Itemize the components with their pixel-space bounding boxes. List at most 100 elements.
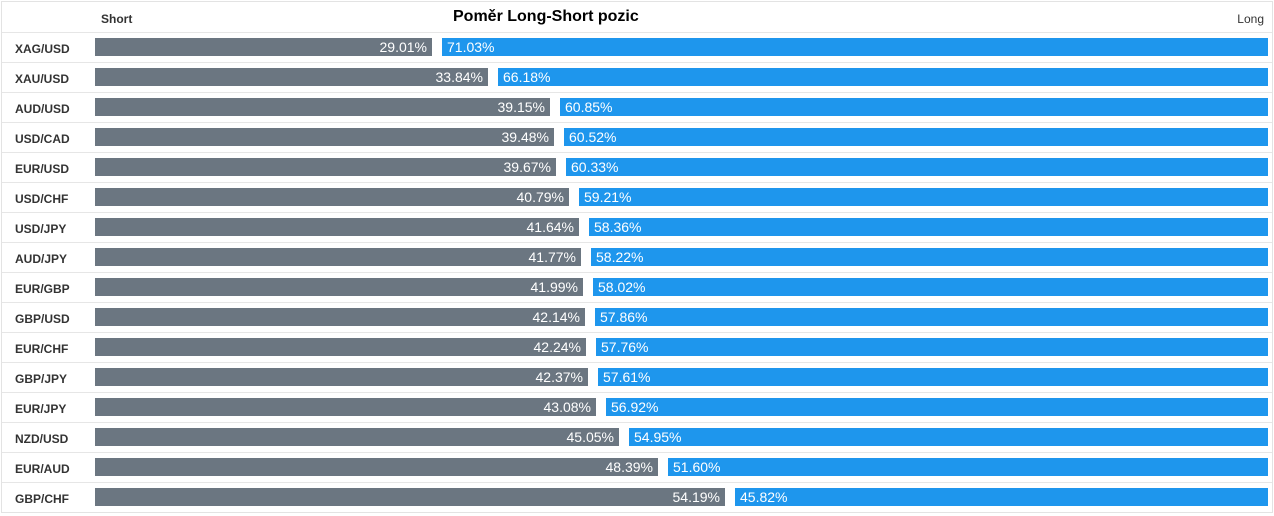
short-value-label: 41.77% [528,249,576,265]
short-value-label: 39.67% [503,159,551,175]
short-bar: 45.05% [95,428,619,446]
chart-rows: XAG/USD 29.01% 71.03% XAU/USD 33.84% 66.18% AU… [2,32,1272,512]
pair-label: USD/CHF [15,192,69,206]
bar-group: 48.39% 51.60% [95,458,1268,476]
pair-label: AUD/JPY [15,252,68,266]
long-bar: 45.82% [735,488,1268,506]
pair-label: EUR/JPY [15,402,67,416]
short-value-label: 48.39% [605,459,653,475]
short-value-label: 40.79% [516,189,564,205]
long-value-label: 57.86% [600,309,648,325]
long-value-label: 56.92% [611,399,659,415]
bar-group: 39.48% 60.52% [95,128,1268,146]
table-row: AUD/JPY 41.77% 58.22% [2,242,1272,272]
long-value-label: 57.61% [603,369,651,385]
pair-label: XAG/USD [15,42,70,56]
table-row: GBP/USD 42.14% 57.86% [2,302,1272,332]
table-row: EUR/AUD 48.39% 51.60% [2,452,1272,482]
long-value-label: 60.85% [565,99,613,115]
long-bar: 51.60% [668,458,1268,476]
table-row: XAU/USD 33.84% 66.18% [2,62,1272,92]
short-value-label: 43.08% [543,399,591,415]
bar-group: 33.84% 66.18% [95,68,1268,86]
short-bar: 43.08% [95,398,596,416]
short-bar: 48.39% [95,458,658,476]
short-value-label: 45.05% [566,429,614,445]
table-row: EUR/JPY 43.08% 56.92% [2,392,1272,422]
bar-group: 42.24% 57.76% [95,338,1268,356]
short-bar: 33.84% [95,68,488,86]
bar-group: 45.05% 54.95% [95,428,1268,446]
pair-label: EUR/GBP [15,282,70,296]
long-bar: 59.21% [579,188,1268,206]
long-bar: 60.85% [560,98,1268,116]
pair-label: GBP/USD [15,312,70,326]
long-value-label: 54.95% [634,429,682,445]
pair-label: AUD/USD [15,102,70,116]
short-value-label: 41.99% [530,279,578,295]
table-row: NZD/USD 45.05% 54.95% [2,422,1272,452]
long-bar: 66.18% [498,68,1268,86]
pair-label: XAU/USD [15,72,70,86]
long-value-label: 71.03% [447,39,495,55]
bar-group: 42.37% 57.61% [95,368,1268,386]
long-bar: 57.61% [598,368,1268,386]
long-bar: 57.76% [596,338,1268,356]
long-bar: 71.03% [442,38,1268,56]
bar-group: 42.14% 57.86% [95,308,1268,326]
long-value-label: 57.76% [601,339,649,355]
table-row: USD/JPY 41.64% 58.36% [2,212,1272,242]
short-value-label: 42.24% [533,339,581,355]
bar-group: 41.99% 58.02% [95,278,1268,296]
table-row: GBP/CHF 54.19% 45.82% [2,482,1272,512]
short-value-label: 39.15% [497,99,545,115]
short-bar: 41.77% [95,248,581,266]
short-bar: 54.19% [95,488,725,506]
bar-group: 29.01% 71.03% [95,38,1268,56]
long-bar: 57.86% [595,308,1268,326]
short-bar: 41.99% [95,278,583,296]
short-bar: 42.24% [95,338,586,356]
long-bar: 60.33% [566,158,1268,176]
pair-label: NZD/USD [15,432,69,446]
pair-label: EUR/USD [15,162,70,176]
table-row: AUD/USD 39.15% 60.85% [2,92,1272,122]
long-bar: 58.36% [589,218,1268,236]
bar-group: 54.19% 45.82% [95,488,1268,506]
short-bar: 39.48% [95,128,554,146]
short-value-label: 33.84% [435,69,483,85]
short-bar: 29.01% [95,38,432,56]
long-bar: 54.95% [629,428,1268,446]
pair-label: GBP/CHF [15,492,69,506]
short-value-label: 42.37% [535,369,583,385]
pair-label: USD/CAD [15,132,70,146]
short-value-label: 39.48% [501,129,549,145]
table-row: GBP/JPY 42.37% 57.61% [2,362,1272,392]
long-value-label: 51.60% [673,459,721,475]
table-row: EUR/GBP 41.99% 58.02% [2,272,1272,302]
short-bar: 40.79% [95,188,569,206]
short-bar: 42.37% [95,368,588,386]
pair-label: GBP/JPY [15,372,68,386]
short-bar: 42.14% [95,308,585,326]
bar-group: 43.08% 56.92% [95,398,1268,416]
long-value-label: 58.22% [596,249,644,265]
pair-label: EUR/AUD [15,462,70,476]
table-row: USD/CAD 39.48% 60.52% [2,122,1272,152]
long-value-label: 59.21% [584,189,632,205]
short-value-label: 29.01% [379,39,427,55]
bar-group: 40.79% 59.21% [95,188,1268,206]
long-value-label: 45.82% [740,489,788,505]
long-bar: 60.52% [564,128,1268,146]
short-value-label: 41.64% [526,219,574,235]
long-value-label: 58.36% [594,219,642,235]
long-bar: 58.22% [591,248,1268,266]
chart-title: Poměr Long-Short pozic [453,8,639,25]
short-legend-label: Short [101,12,133,26]
long-bar: 56.92% [606,398,1268,416]
short-value-label: 54.19% [672,489,720,505]
bar-group: 41.64% 58.36% [95,218,1268,236]
long-value-label: 60.33% [571,159,619,175]
table-row: XAG/USD 29.01% 71.03% [2,32,1272,62]
